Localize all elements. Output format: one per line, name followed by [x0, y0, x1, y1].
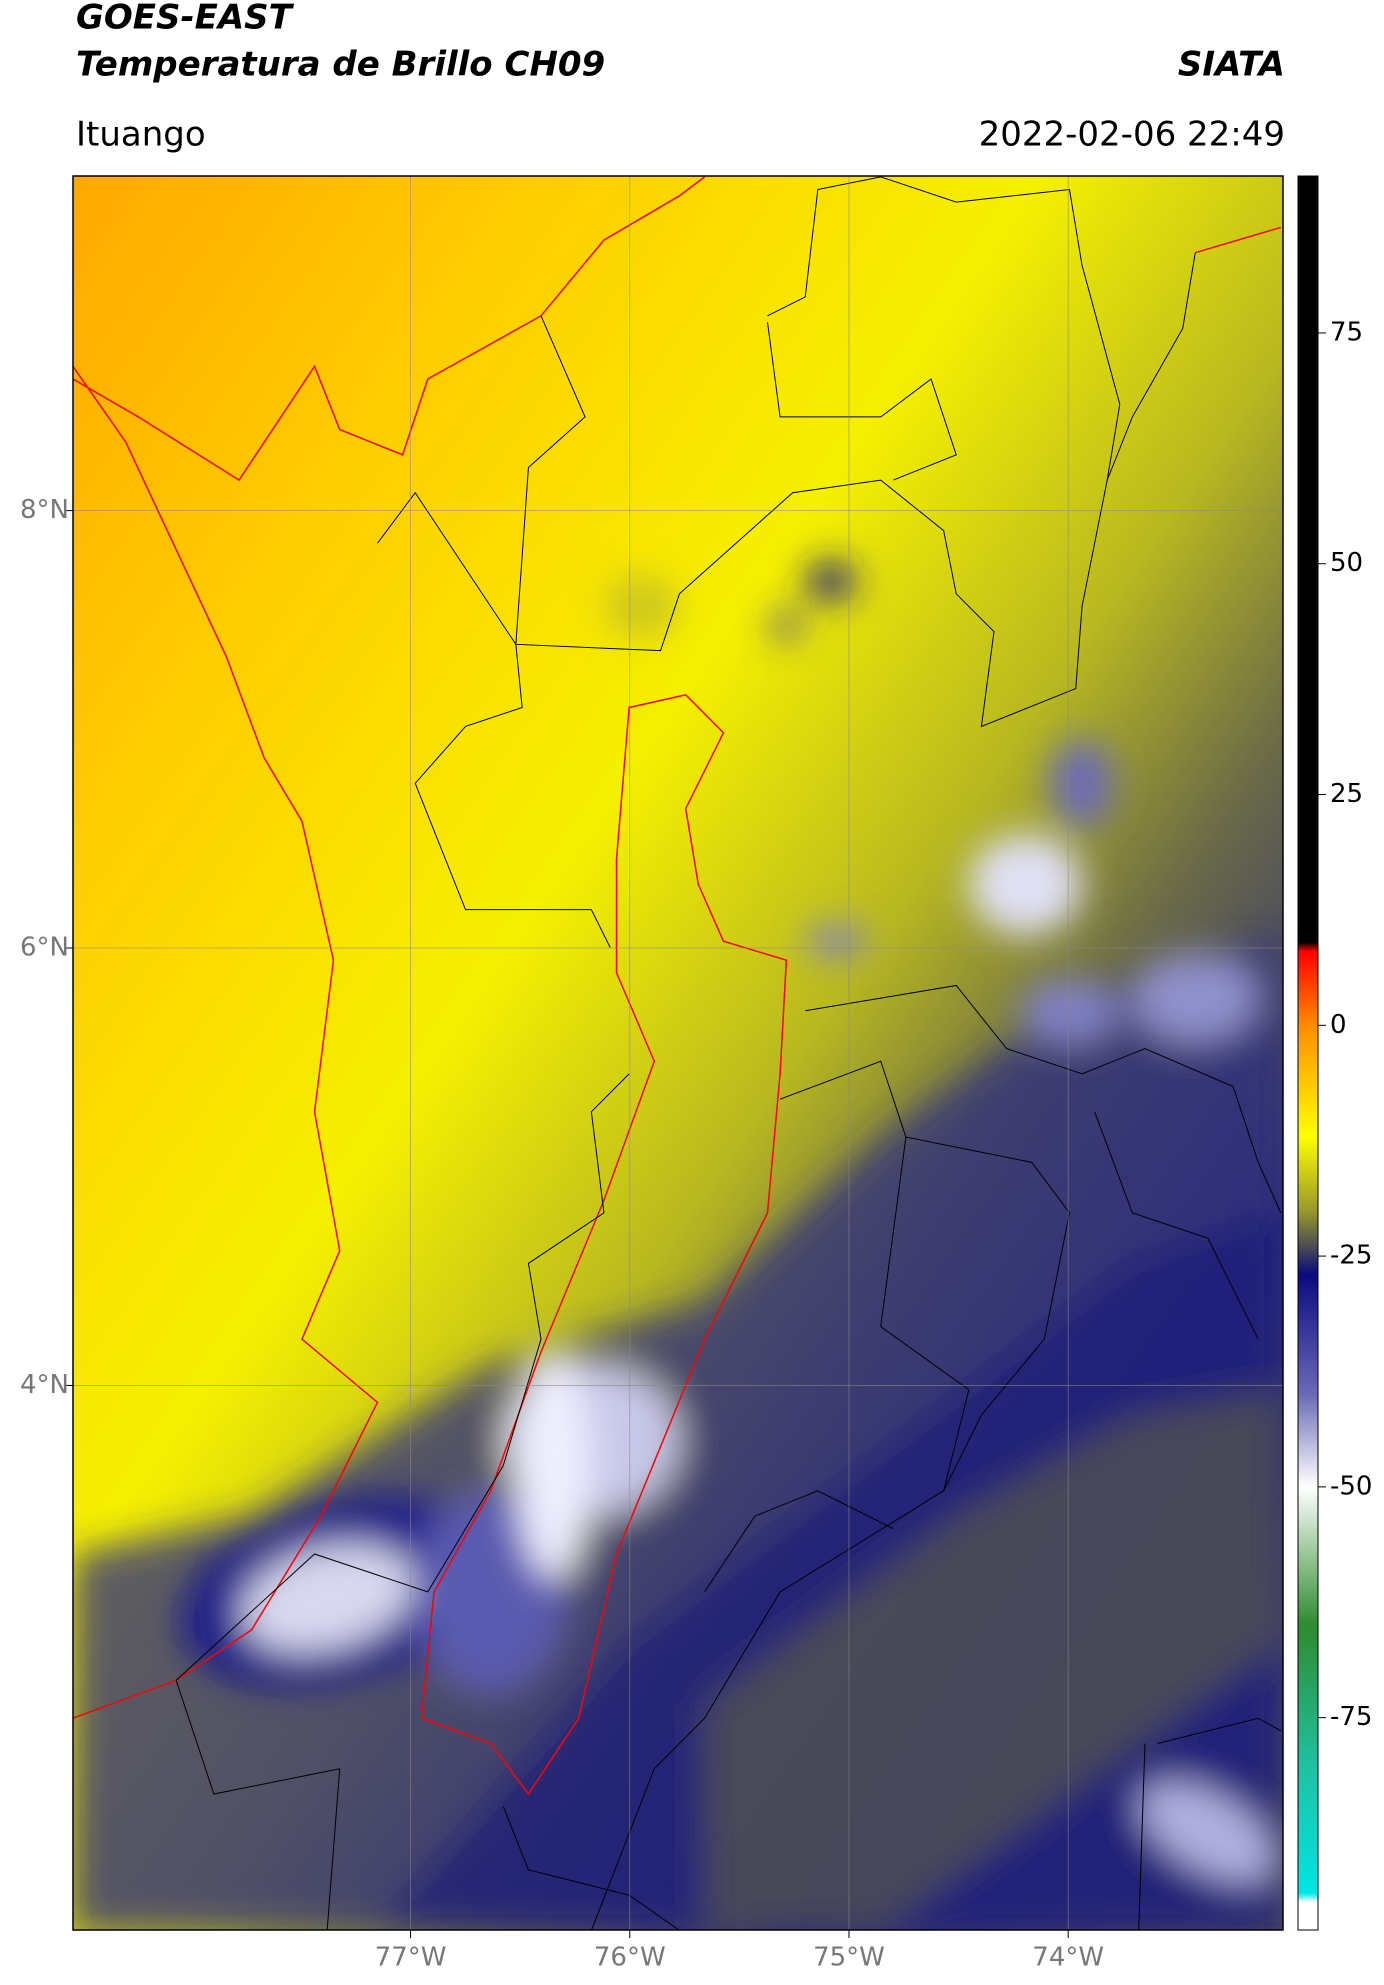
colorbar-tick-label: 25 — [1330, 779, 1363, 809]
x-tick-label: 74°W — [1032, 1943, 1104, 1973]
datetime: 2022-02-06 22:49 — [979, 115, 1285, 155]
title: GOES-EAST — [76, 0, 295, 38]
map-frame — [72, 175, 1284, 1931]
map-image — [73, 176, 1283, 1930]
brand: SIATA — [1178, 45, 1285, 85]
x-tick-label: 77°W — [375, 1943, 447, 1973]
y-tick-label: 8°N — [20, 495, 69, 525]
colorbar-tick-label: -50 — [1330, 1471, 1372, 1501]
x-tick-label: 76°W — [594, 1943, 666, 1973]
colorbar-tick-label: 0 — [1330, 1010, 1347, 1040]
colorbar-tick-label: -75 — [1330, 1702, 1372, 1732]
y-tick-label: 4°N — [20, 1370, 69, 1400]
colorbar — [1297, 175, 1319, 1931]
colorbar-tick-label: 50 — [1330, 548, 1363, 578]
colorbar-tick-label: 75 — [1330, 317, 1363, 347]
location: Ituango — [76, 115, 206, 155]
subtitle: Temperatura de Brillo CH09 — [76, 45, 605, 85]
y-tick-label: 6°N — [20, 933, 69, 963]
x-tick-label: 75°W — [813, 1943, 885, 1973]
colorbar-tick-label: -25 — [1330, 1241, 1372, 1271]
